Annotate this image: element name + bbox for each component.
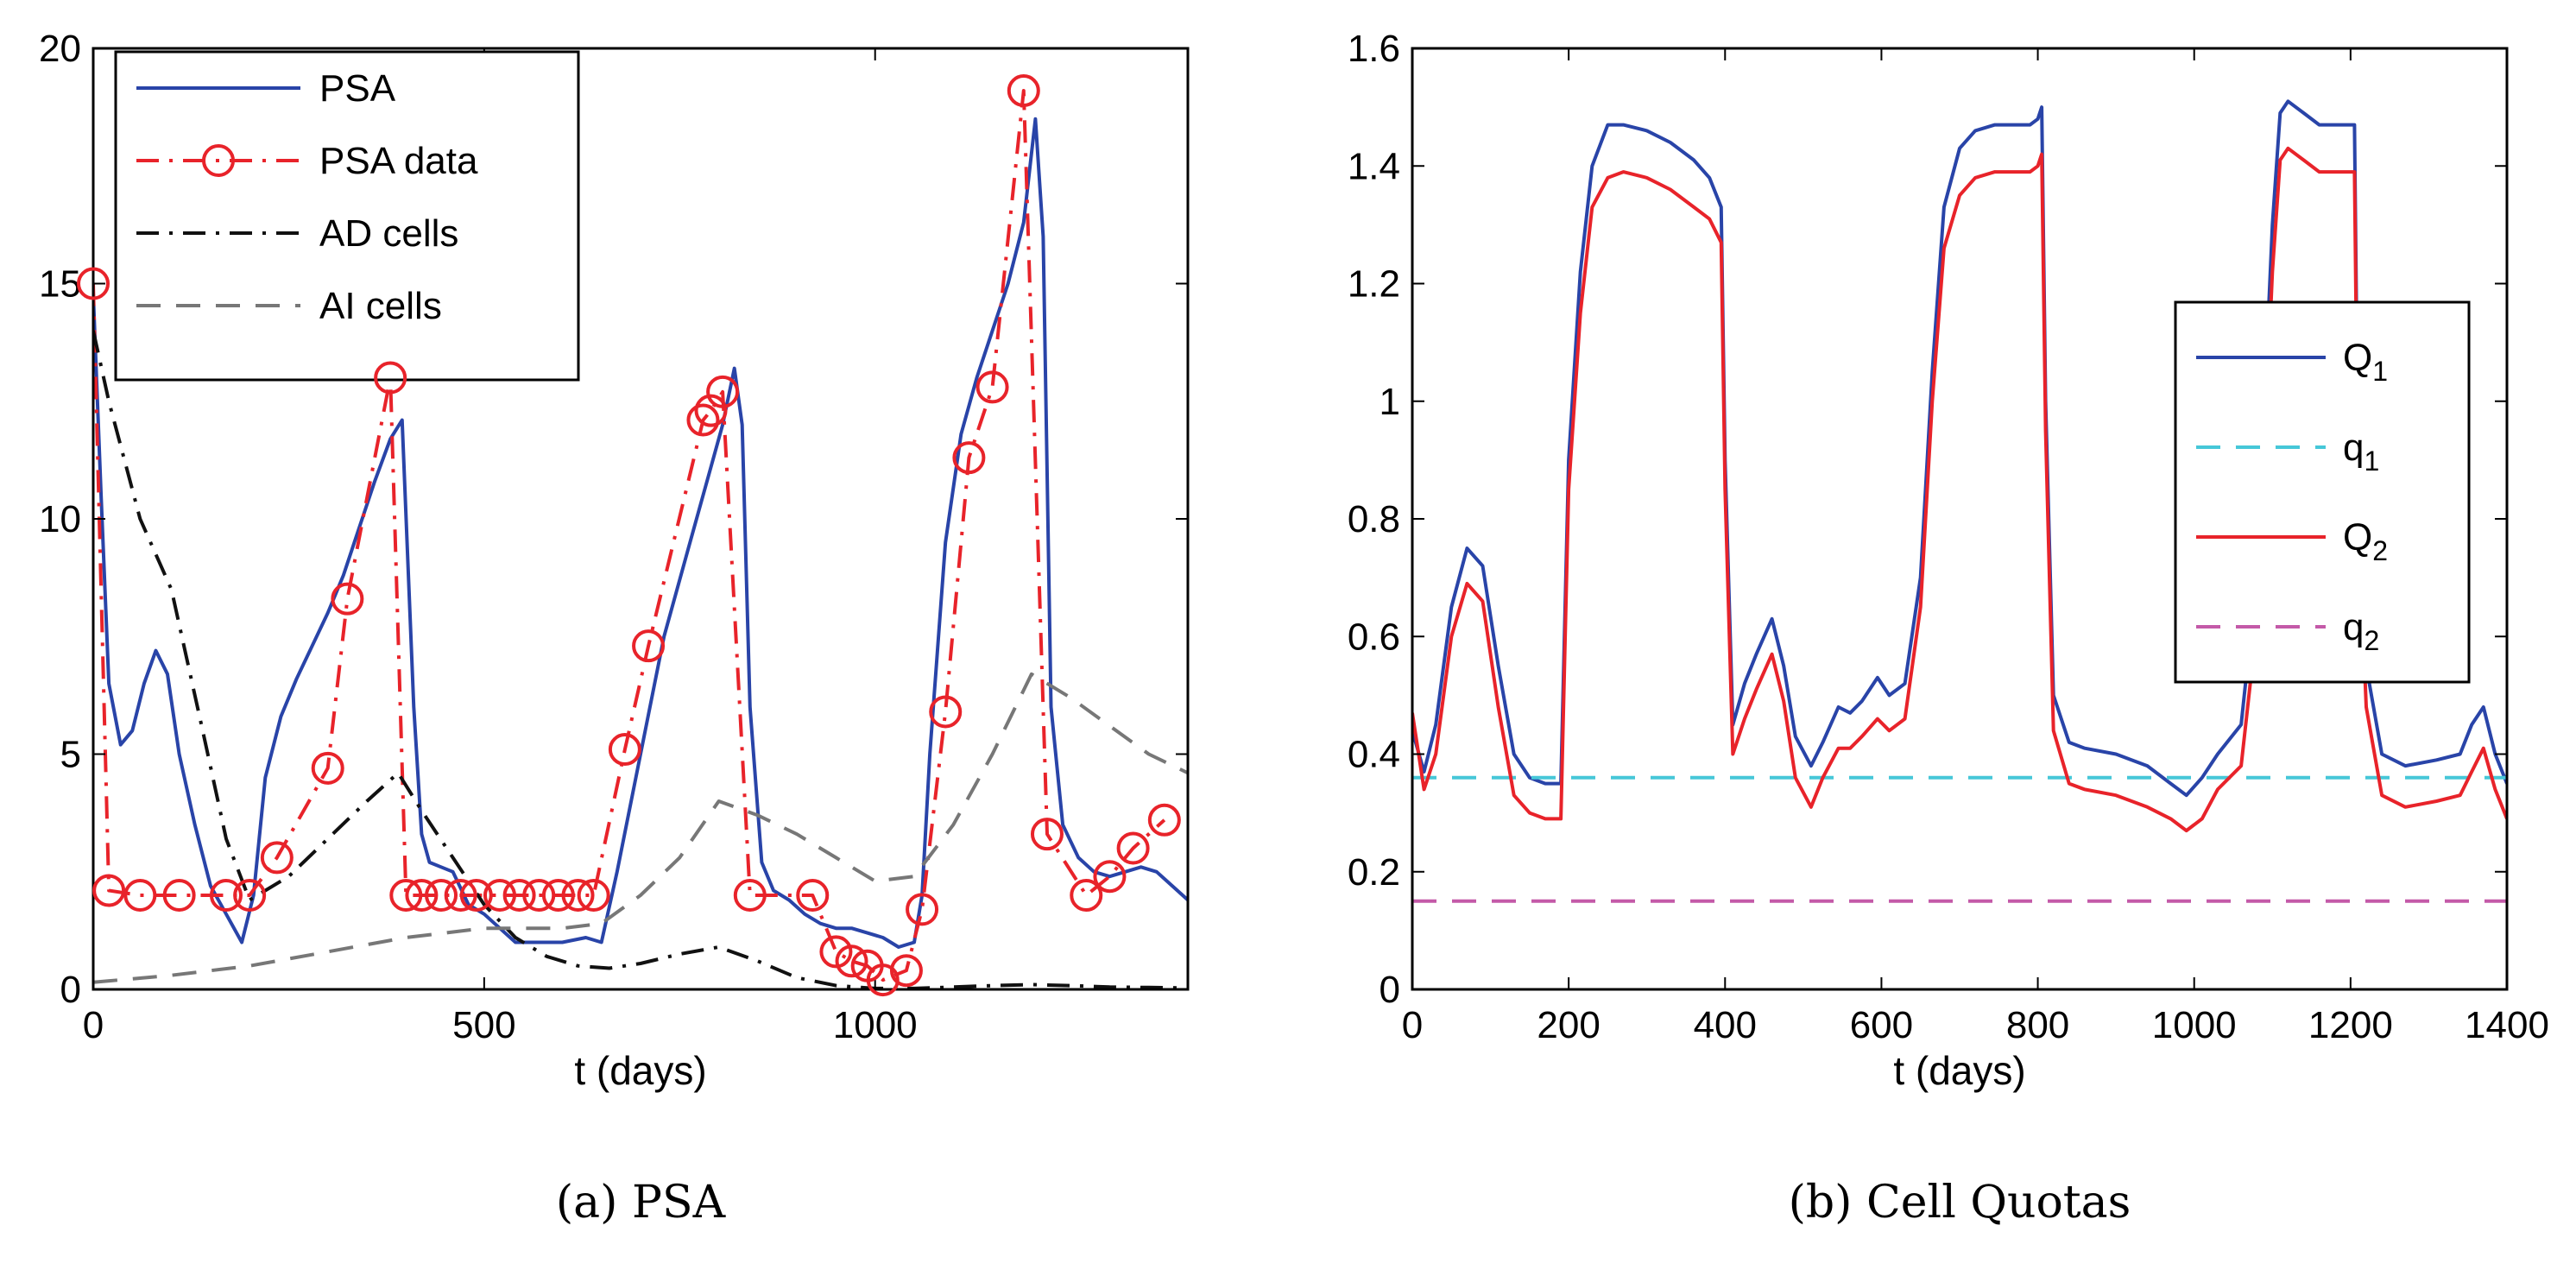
data-point-marker: [425, 879, 458, 912]
data-point-marker: [835, 944, 868, 978]
data-point-marker: [77, 267, 110, 300]
series-line-ai-cells: [93, 672, 1188, 984]
data-point-marker: [819, 935, 853, 969]
data-point-marker: [706, 375, 740, 408]
x-tick-label: 1400: [2465, 1004, 2549, 1046]
y-tick-label: 0: [1380, 969, 1400, 1011]
x-tick-label: 1200: [2308, 1004, 2393, 1046]
y-tick-label: 0.4: [1348, 734, 1400, 776]
data-point-marker: [260, 841, 294, 875]
data-point-marker: [608, 733, 641, 767]
data-point-marker: [796, 879, 830, 912]
data-point-marker: [389, 879, 423, 912]
data-point-marker: [1070, 879, 1103, 912]
legend-label-subscript: 1: [2372, 356, 2388, 387]
y-tick-label: 1.6: [1348, 28, 1400, 70]
data-point-marker: [906, 893, 939, 926]
x-tick-label: 0: [83, 1004, 104, 1046]
data-point-marker: [331, 582, 364, 616]
data-point-marker: [374, 361, 407, 395]
legend-label: PSA data: [319, 140, 478, 182]
x-tick-label: 0: [1402, 1004, 1423, 1046]
data-point-marker: [209, 879, 243, 912]
y-tick-label: 5: [60, 734, 81, 776]
data-point-marker: [1147, 803, 1181, 837]
legend-box: [2174, 300, 2471, 684]
legend-label: PSA: [319, 67, 396, 110]
data-point-marker: [889, 954, 923, 988]
legend-label-subscript: 2: [2364, 625, 2379, 656]
y-tick-label: 0.2: [1348, 851, 1400, 894]
chart-cell-quotas: 0 200 400 600 800 1000 1200 1400 0 0.2 0.4 0.6 0.8 1 1…: [1348, 28, 2549, 1229]
x-tick-label: 800: [2006, 1004, 2069, 1046]
data-point-marker: [92, 874, 126, 907]
y-tick-label: 15: [39, 263, 81, 306]
data-point-marker: [866, 963, 900, 997]
data-point-marker: [632, 629, 666, 663]
legend-box: [114, 50, 580, 382]
chart-caption: (b) Cell Quotas: [1789, 1177, 2131, 1229]
data-point-marker: [733, 879, 767, 912]
data-point-marker: [502, 879, 536, 912]
x-tick-label: 400: [1694, 1004, 1757, 1046]
data-point-marker: [1007, 74, 1040, 108]
data-point-marker: [694, 394, 728, 427]
legend-label: AD cells: [319, 212, 458, 255]
data-point-marker: [123, 879, 157, 912]
x-axis-label: t (days): [574, 1048, 706, 1093]
data-point-marker: [233, 879, 267, 912]
y-tick-label: 0: [60, 969, 81, 1011]
chart-caption: (a) PSA: [556, 1177, 727, 1229]
data-point-marker: [444, 879, 477, 912]
data-point-marker: [162, 879, 196, 912]
series-line-psa-data: [93, 89, 1166, 982]
x-tick-label: 600: [1850, 1004, 1913, 1046]
y-tick-label: 1.4: [1348, 145, 1400, 187]
data-point-marker: [929, 695, 963, 729]
legend-marker: [202, 144, 235, 177]
y-tick-label: 20: [39, 28, 81, 70]
series-line-q2: [1412, 146, 2507, 833]
series-line-q1: [1412, 99, 2507, 798]
data-point-marker: [1030, 818, 1064, 851]
legend-label-subscript: 2: [2372, 535, 2388, 566]
data-point-marker: [483, 879, 516, 912]
x-tick-label: 500: [452, 1004, 515, 1046]
data-point-marker: [1116, 831, 1150, 865]
data-point-marker: [541, 879, 575, 912]
data-point-marker: [952, 441, 986, 475]
data-point-marker: [1093, 860, 1127, 894]
x-tick-label: 200: [1537, 1004, 1600, 1046]
x-axis-label: t (days): [1893, 1048, 2025, 1093]
data-point-marker: [577, 879, 610, 912]
y-tick-label: 1.2: [1348, 263, 1400, 306]
data-point-marker: [975, 370, 1009, 404]
x-tick-label: 1000: [2152, 1004, 2237, 1046]
data-point-marker: [311, 751, 344, 785]
x-tick-label: 1000: [833, 1004, 918, 1046]
y-tick-label: 0.8: [1348, 498, 1400, 540]
y-tick-label: 10: [39, 498, 81, 540]
legend: PSA PSA data AD cells AI cells: [114, 50, 580, 382]
data-point-marker: [522, 879, 556, 912]
data-point-marker: [561, 879, 595, 912]
y-tick-label: 0.6: [1348, 616, 1400, 658]
y-tick-label: 1: [1380, 381, 1400, 423]
legend-label: AI cells: [319, 285, 442, 327]
data-point-marker: [459, 879, 493, 912]
legend-label-subscript: 1: [2364, 445, 2379, 477]
data-point-marker: [686, 403, 720, 437]
data-point-marker: [405, 879, 439, 912]
series-line-ad-cells: [93, 330, 1188, 989]
